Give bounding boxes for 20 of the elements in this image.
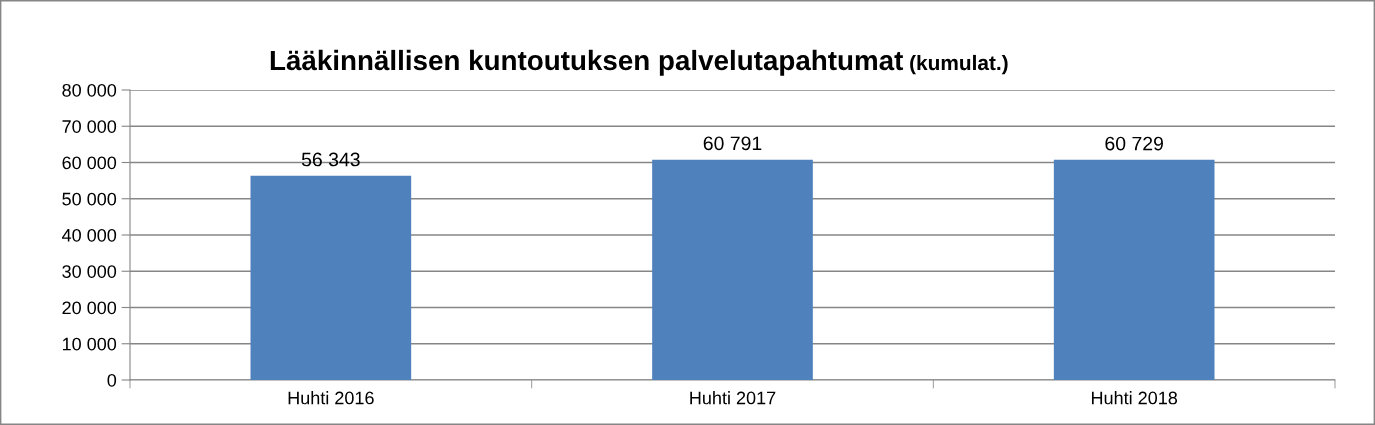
y-tick-label: 0 xyxy=(107,373,117,387)
x-tick-label: Huhti 2018 xyxy=(1091,391,1178,405)
bar xyxy=(1053,159,1215,380)
x-tick-label: Huhti 2017 xyxy=(690,391,776,405)
data-label: 60 791 xyxy=(703,136,762,151)
bar xyxy=(652,159,813,380)
data-label: 56 343 xyxy=(301,152,360,167)
y-tick-label: 70 000 xyxy=(62,120,117,133)
y-tick-label: 60 000 xyxy=(62,156,117,170)
y-tick-label: 40 000 xyxy=(62,228,117,242)
y-tick-label: 20 000 xyxy=(62,301,117,315)
chart-subtitle: (kumulat.) xyxy=(910,54,1008,75)
y-tick-label: 50 000 xyxy=(62,192,117,206)
x-tick-label: Huhti 2016 xyxy=(288,391,374,405)
bar xyxy=(250,175,412,380)
y-tick-label: 30 000 xyxy=(62,265,117,278)
y-tick-label: 80 000 xyxy=(62,83,117,97)
y-tick-label: 10 000 xyxy=(62,337,117,351)
data-label: 60 729 xyxy=(1105,136,1163,151)
chart-title: Lääkinnällisen kuntoutuksen palvelutapahtumat xyxy=(270,49,904,76)
